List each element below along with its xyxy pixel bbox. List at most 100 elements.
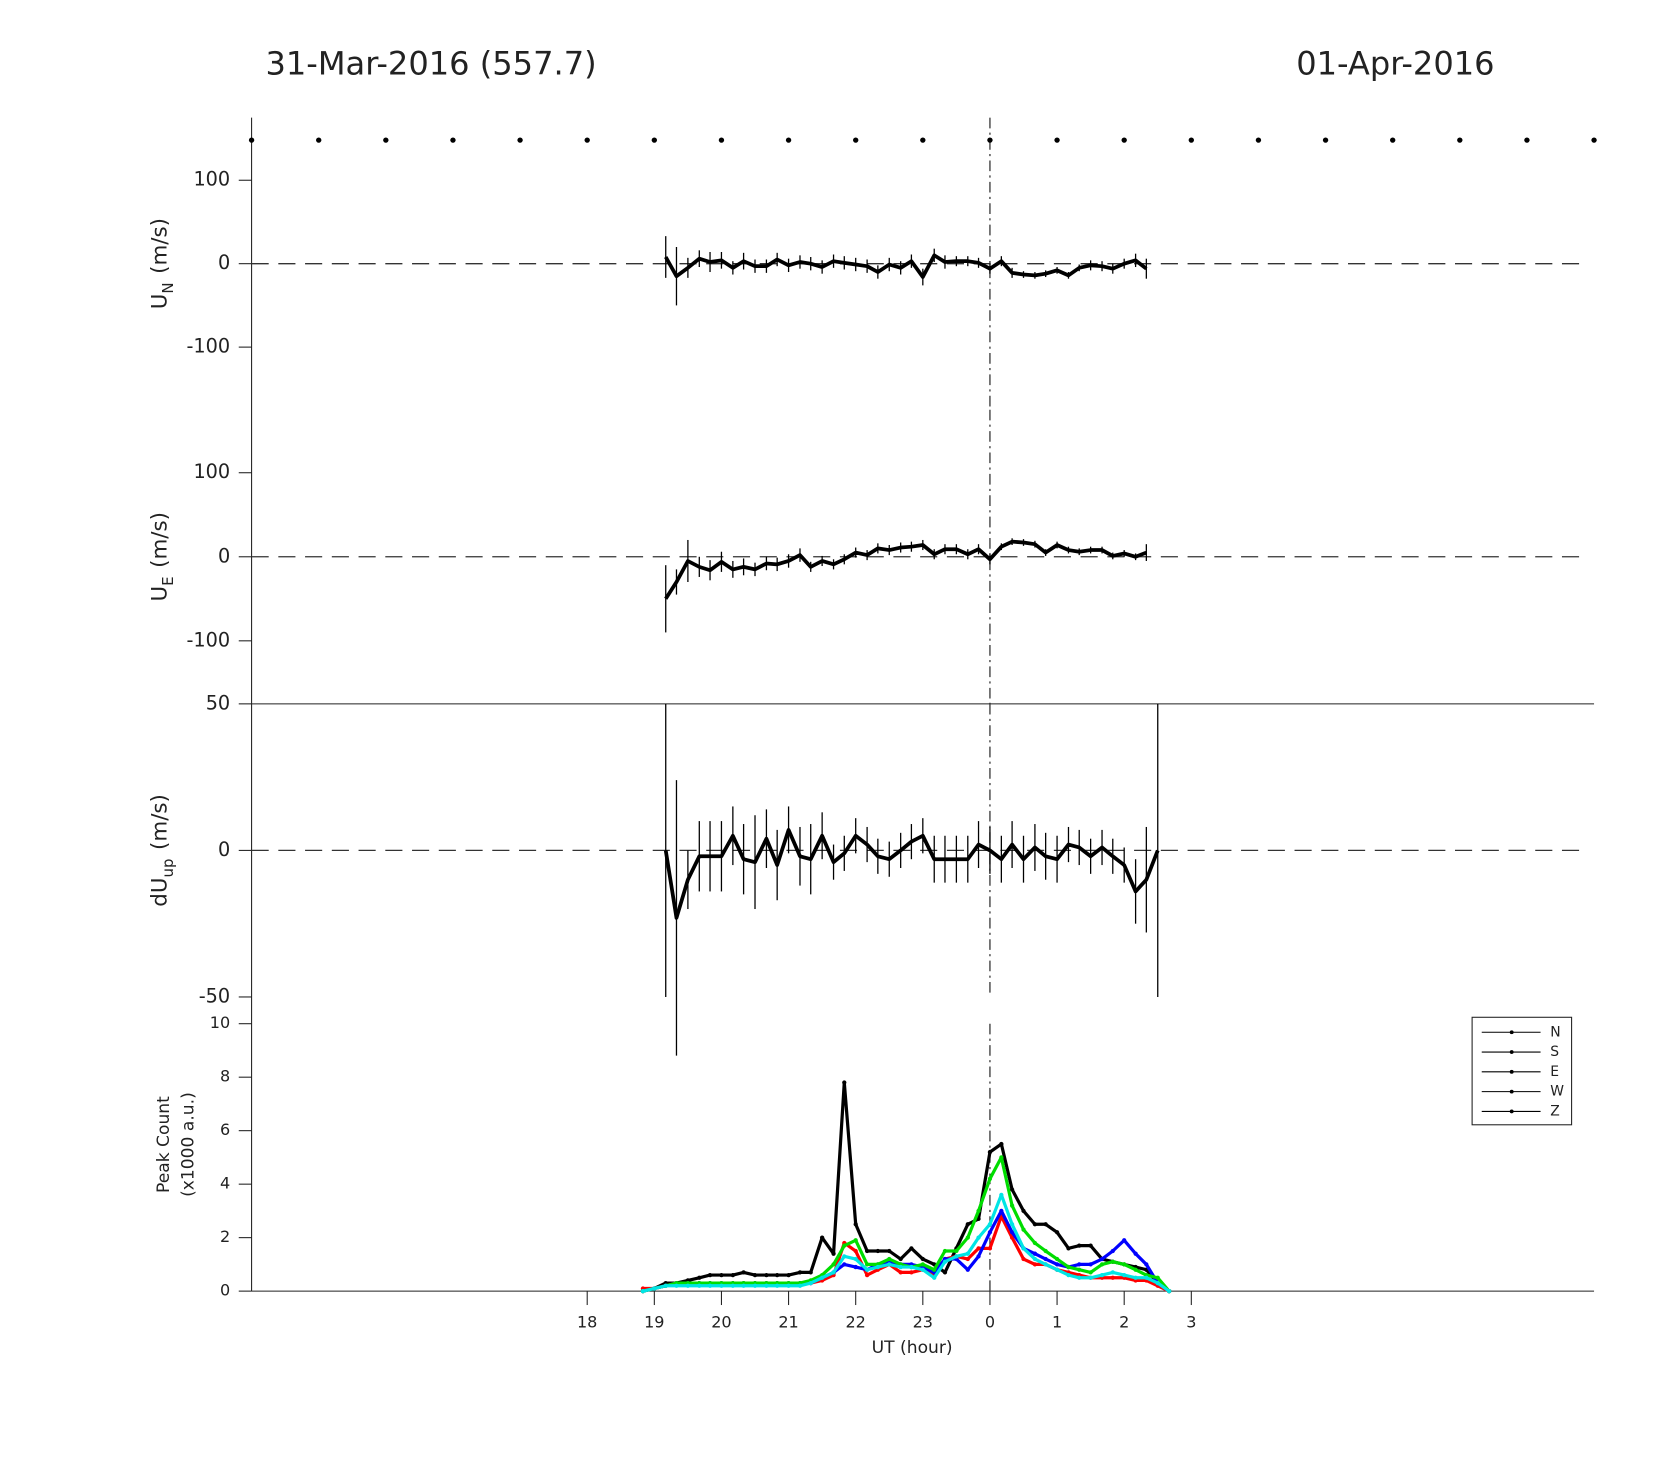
y-tick-label: 50 [206, 691, 231, 714]
data-point [707, 1283, 713, 1288]
data-point [1009, 1203, 1015, 1208]
data-point [1043, 1262, 1048, 1267]
data-point [674, 1283, 679, 1288]
data-point [1122, 1238, 1127, 1243]
y-label-unit: (m/s) [148, 512, 173, 568]
legend-dot [1509, 1069, 1514, 1074]
hour-marker [1054, 137, 1060, 143]
y-tick-label: 0 [218, 838, 230, 861]
data-point [976, 1246, 981, 1251]
data-point [697, 1275, 702, 1280]
x-tick-label: 3 [1186, 1313, 1196, 1332]
y-label-sub: N [159, 282, 177, 293]
data-point [797, 1270, 803, 1275]
y-axis-label: Peak Count [154, 1096, 174, 1193]
data-point [1032, 1240, 1038, 1246]
data-point [819, 1275, 825, 1280]
data-point [1077, 1243, 1082, 1248]
hour-marker [1188, 137, 1194, 143]
y-tick-label: 0 [218, 544, 230, 567]
y-tick-label: 4 [220, 1174, 230, 1193]
legend-label: E [1550, 1064, 1559, 1080]
data-point [1110, 1275, 1115, 1280]
data-point [1122, 1262, 1127, 1267]
data-point [1066, 1264, 1071, 1270]
data-point [1155, 1275, 1160, 1280]
data-point [652, 1286, 657, 1291]
x-tick-label: 20 [711, 1313, 731, 1332]
hour-marker [1322, 137, 1329, 143]
data-point [1099, 1272, 1105, 1278]
legend-dot [1509, 1030, 1514, 1035]
data-line [663, 828, 1160, 920]
legend-label: S [1550, 1044, 1559, 1060]
y-tick-label: 100 [193, 460, 230, 483]
hour-marker [450, 137, 456, 143]
hour-marker [316, 137, 322, 143]
x-tick-label: 1 [1052, 1313, 1062, 1332]
hour-marker [1390, 137, 1396, 143]
data-point [1133, 1275, 1138, 1280]
data-point [1077, 1275, 1082, 1280]
y-tick-label: -50 [199, 984, 230, 1007]
data-point [965, 1235, 970, 1240]
data-point [954, 1248, 959, 1254]
data-point [864, 1272, 870, 1278]
data-point [1032, 1256, 1038, 1262]
data-point [1088, 1243, 1093, 1248]
legend-dot [1509, 1089, 1514, 1094]
data-point [1110, 1270, 1115, 1275]
data-point [719, 1272, 724, 1278]
data-point [898, 1264, 903, 1270]
data-line [664, 539, 1148, 600]
data-point [853, 1238, 858, 1243]
y-label-main: dU [148, 878, 173, 907]
data-point [1054, 1256, 1060, 1262]
data-point [920, 1256, 925, 1262]
data-point [1144, 1275, 1149, 1280]
data-point [1088, 1262, 1093, 1267]
y-tick-label: -100 [186, 628, 230, 651]
data-point [987, 1149, 993, 1155]
hour-marker [920, 137, 926, 143]
data-point [831, 1262, 836, 1267]
data-point [1133, 1267, 1138, 1272]
data-point [842, 1080, 847, 1085]
y-axis-label: (x1000 a.u.) [178, 1092, 198, 1197]
data-point [730, 1272, 735, 1278]
data-point [775, 1272, 780, 1278]
data-point [976, 1235, 981, 1240]
data-point [1021, 1227, 1026, 1232]
data-point [764, 1283, 769, 1288]
legend-box [1471, 1016, 1573, 1126]
data-point [999, 1208, 1004, 1214]
data-point [999, 1141, 1004, 1147]
data-point [898, 1256, 903, 1262]
hour-marker [1524, 137, 1530, 143]
legend-dot [1509, 1050, 1514, 1054]
y-tick-label: 2 [220, 1227, 230, 1246]
data-point [976, 1254, 981, 1259]
title-right: 01-Apr-2016 [1296, 44, 1494, 82]
y-tick-label: 10 [210, 1013, 230, 1032]
data-point [987, 1246, 993, 1251]
y-label-sub: up [159, 859, 177, 878]
data-point [775, 1283, 780, 1288]
data-point [730, 1283, 735, 1288]
legend-label: W [1550, 1084, 1564, 1100]
data-point [987, 1222, 993, 1227]
data-point [808, 1280, 813, 1286]
data-point [752, 1283, 758, 1288]
hour-marker [785, 137, 792, 143]
y-axis-label: UN (m/s) [148, 218, 177, 309]
data-point [942, 1270, 948, 1275]
hour-marker [718, 137, 725, 143]
x-tick-label: 22 [845, 1313, 865, 1332]
hour-marker [517, 137, 523, 143]
y-tick-label: -100 [186, 335, 230, 358]
data-point [1032, 1262, 1038, 1267]
x-tick-label: 18 [577, 1313, 597, 1332]
x-tick-label: 0 [985, 1313, 995, 1332]
data-point [808, 1270, 813, 1275]
data-point [697, 1283, 702, 1288]
